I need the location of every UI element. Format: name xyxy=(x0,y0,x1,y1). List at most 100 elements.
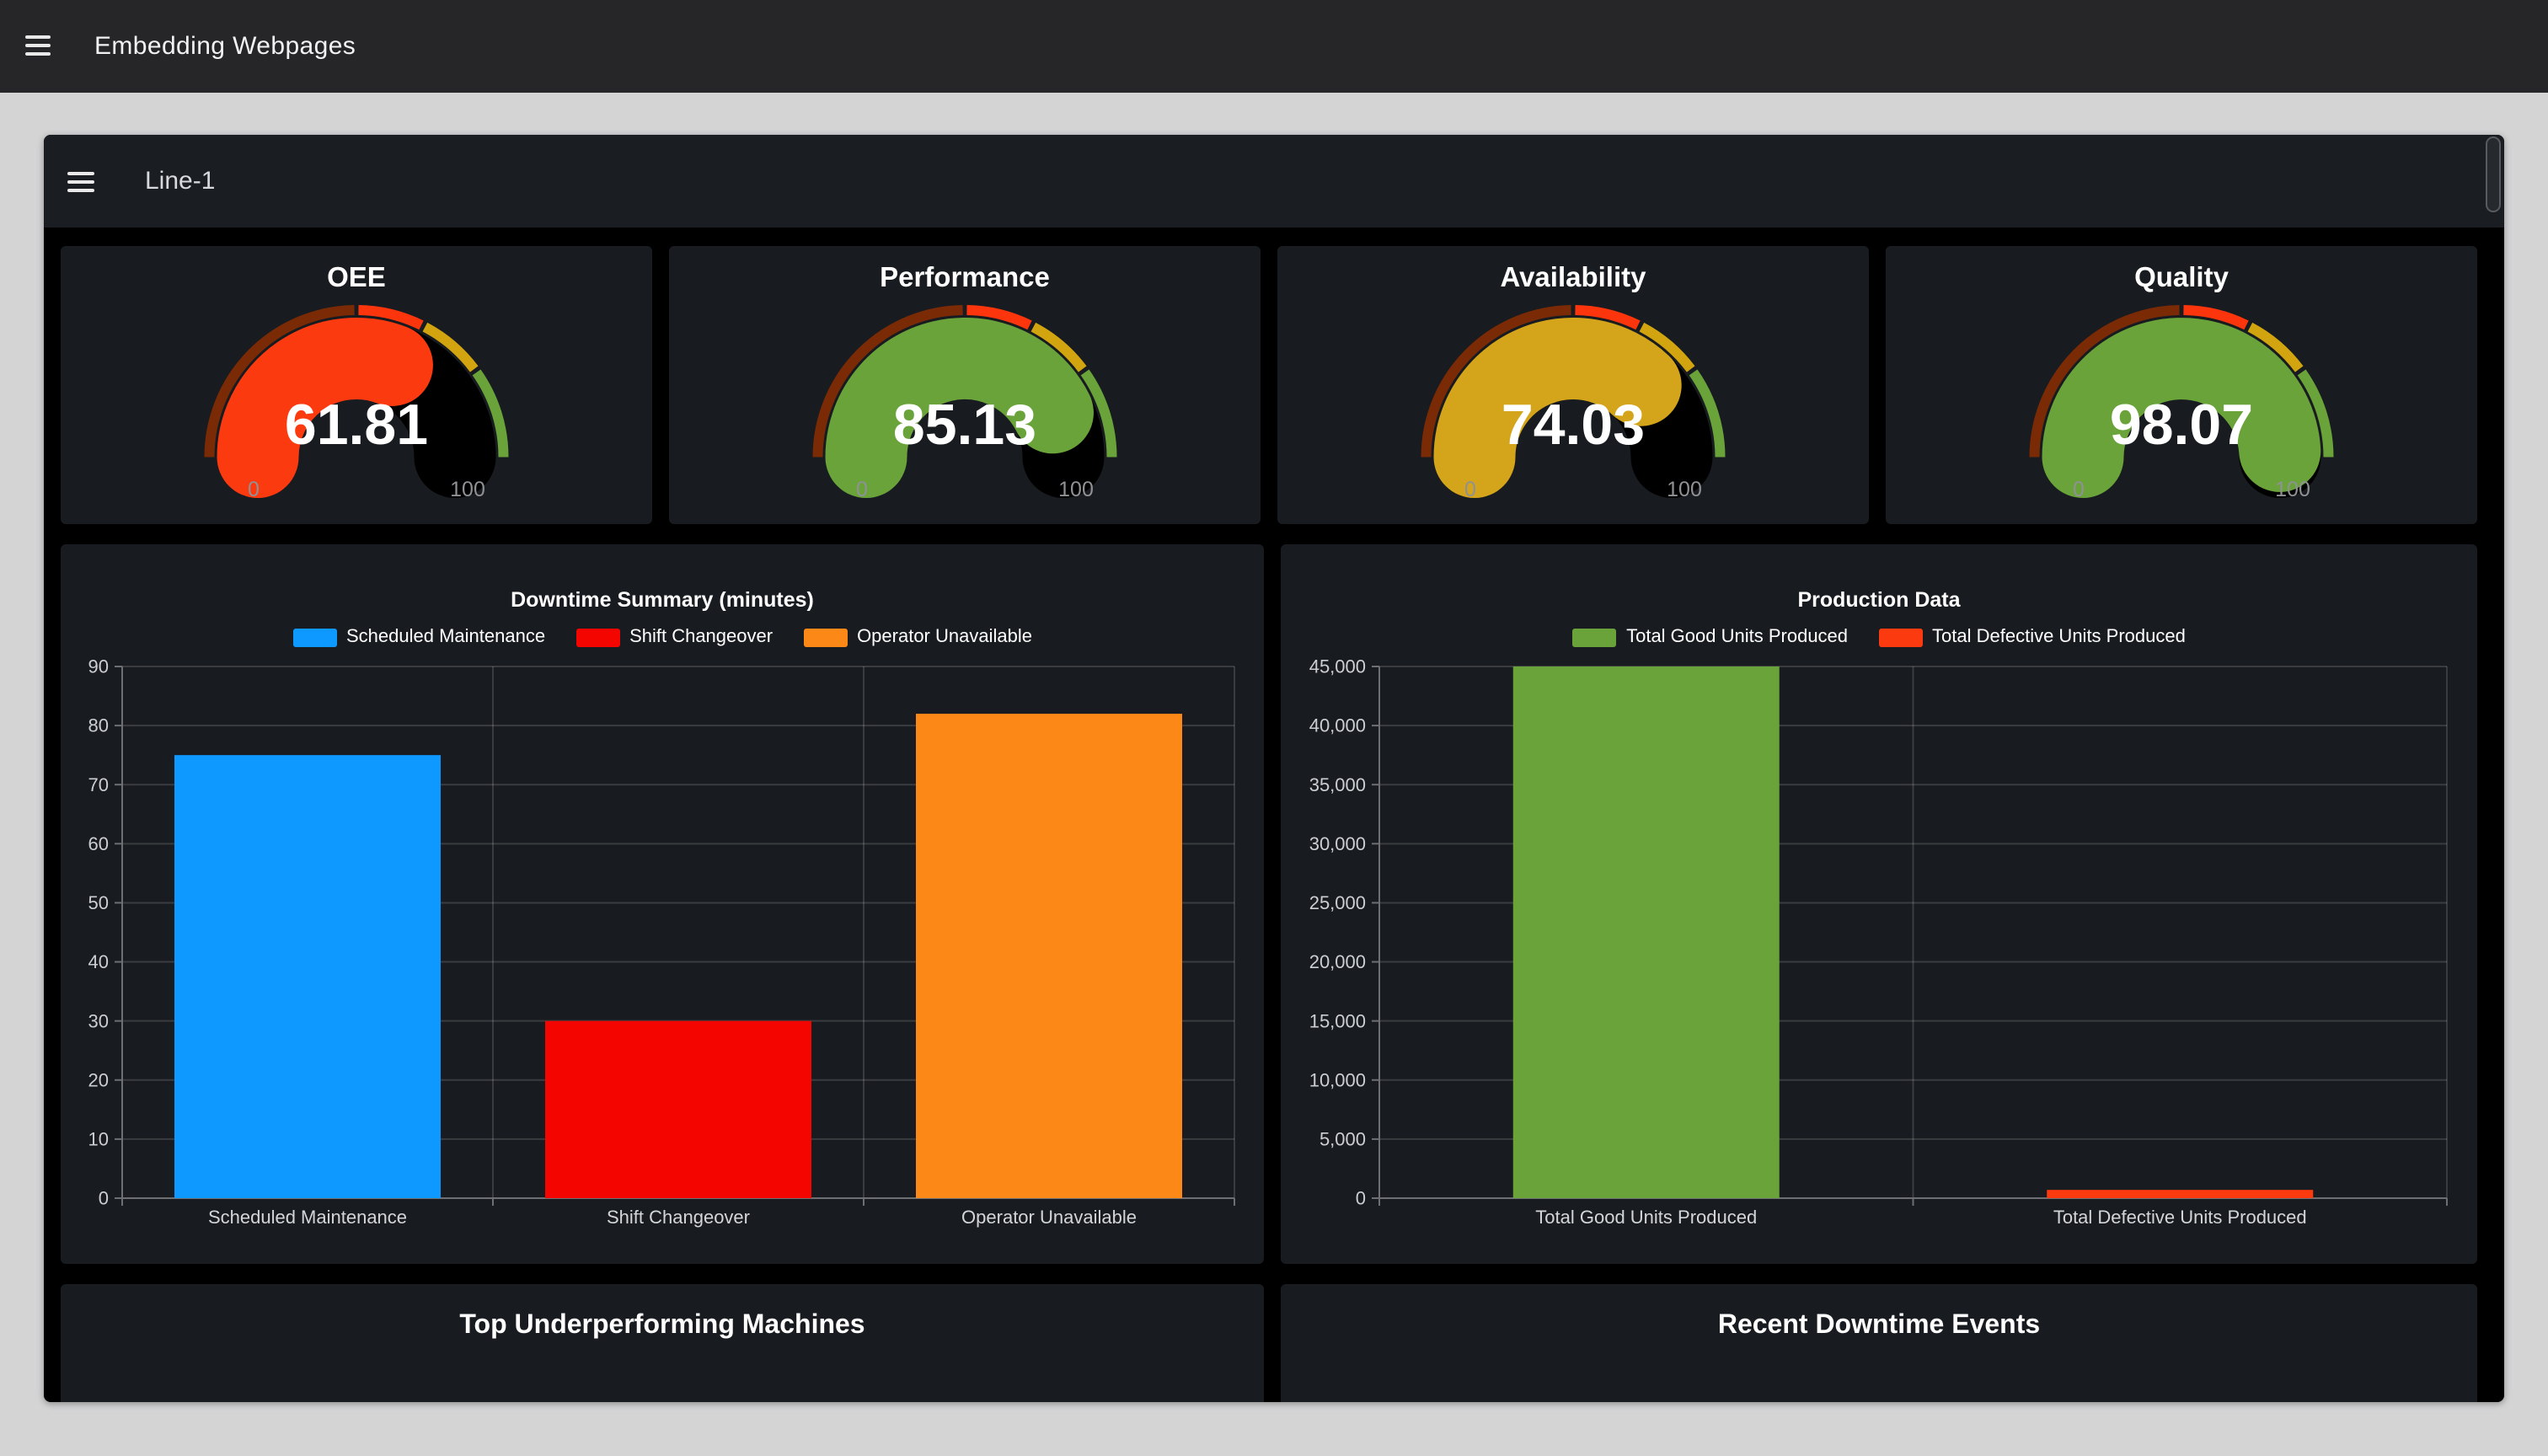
gauge-panel-quality: Quality 98.07 0 100 xyxy=(1886,246,2477,524)
gauge-chart: 85.13 0 100 xyxy=(812,305,1117,501)
gauge-panel-performance: Performance 85.13 0 100 xyxy=(669,246,1261,524)
legend-swatch xyxy=(575,628,620,646)
chart-legend: Scheduled Maintenance Shift Changeover Ope… xyxy=(61,627,1264,647)
gauge-threshold-arc xyxy=(204,305,355,458)
gauge-threshold-arc xyxy=(2183,305,2249,330)
gauge-threshold-arc xyxy=(1639,322,1695,372)
category-label: Scheduled Maintenance xyxy=(208,1207,407,1228)
gauge-value-arc xyxy=(1433,318,1682,498)
chart-panel-downtime: Downtime Summary (minutes) Scheduled Main… xyxy=(61,544,1264,1264)
bar-scheduled-maintenance xyxy=(174,755,441,1198)
gauge-threshold-arc xyxy=(358,305,424,330)
gauge-threshold-arc xyxy=(1080,369,1117,458)
category-label: Total Defective Units Produced xyxy=(2053,1207,2307,1228)
scrollbar-thumb[interactable] xyxy=(2486,136,2501,212)
gauge-value: 74.03 xyxy=(1502,393,1645,457)
gauge-chart: 98.07 0 100 xyxy=(2029,305,2334,501)
gauge-threshold-arc xyxy=(2297,369,2334,458)
legend-swatch xyxy=(1572,628,1617,646)
bar-operator-unavailable xyxy=(916,714,1182,1198)
chart-legend: Total Good Units Produced Total Defective… xyxy=(1281,627,2477,647)
gauge-threshold-arc xyxy=(1421,305,1571,458)
dashboard-hamburger-menu-icon[interactable] xyxy=(67,172,94,192)
panel-recent-downtime-events: Recent Downtime Events xyxy=(1281,1284,2477,1402)
gauge-threshold-arc xyxy=(2247,322,2304,372)
gauge-value: 85.13 xyxy=(893,393,1036,457)
y-tick-label: 25,000 xyxy=(1309,892,1366,913)
vertical-scrollbar[interactable] xyxy=(2477,135,2504,1402)
y-tick-label: 40,000 xyxy=(1309,715,1366,736)
gauge-chart: 74.03 0 100 xyxy=(1421,305,1726,501)
y-tick-label: 60 xyxy=(88,833,109,854)
legend-label: Operator Unavailable xyxy=(857,627,1032,647)
gauge-threshold-arc xyxy=(472,369,509,458)
gauge-value-arc xyxy=(217,318,433,498)
gauge-threshold-arc xyxy=(966,305,1032,330)
gauge-threshold-arc xyxy=(812,305,963,458)
gauge-max-label: 100 xyxy=(1058,478,1094,501)
gauge-threshold-arc xyxy=(1030,322,1087,372)
legend-label: Scheduled Maintenance xyxy=(346,627,546,647)
gauge-min-label: 0 xyxy=(2073,478,2085,501)
chart-title: Production Data xyxy=(1797,588,1961,612)
dashboard-title: Line-1 xyxy=(145,167,216,195)
legend-item[interactable]: Shift Changeover xyxy=(575,627,773,647)
legend-item[interactable]: Total Defective Units Produced xyxy=(1878,627,2186,647)
chart-panel-production: Production Data Total Good Units Produced… xyxy=(1281,544,2477,1264)
dashboard-header: Line-1 xyxy=(44,135,2504,228)
legend-item[interactable]: Total Good Units Produced xyxy=(1572,627,1848,647)
y-tick-label: 5,000 xyxy=(1320,1128,1366,1149)
gauge-max-label: 100 xyxy=(450,478,485,501)
legend-swatch xyxy=(292,628,336,646)
gauge-threshold-arc xyxy=(1689,369,1726,458)
legend-swatch xyxy=(803,628,848,646)
y-tick-label: 15,000 xyxy=(1309,1010,1366,1031)
gauge-max-label: 100 xyxy=(1667,478,1702,501)
legend-label: Shift Changeover xyxy=(629,627,774,647)
y-tick-label: 35,000 xyxy=(1309,774,1366,795)
gauge-value-arc xyxy=(2042,318,2321,498)
bar-total-good-units-produced xyxy=(1512,666,1780,1198)
y-tick-label: 10 xyxy=(88,1128,109,1149)
gauge-threshold-arc xyxy=(422,322,479,372)
category-label: Operator Unavailable xyxy=(961,1207,1137,1228)
gauge-threshold-arc xyxy=(1575,305,1641,330)
panel-top-underperforming-machines: Top Underperforming Machines xyxy=(61,1284,1264,1402)
y-tick-label: 70 xyxy=(88,774,109,795)
gauge-panel-oee: OEE 61.81 0 100 xyxy=(61,246,652,524)
y-tick-label: 20 xyxy=(88,1069,109,1090)
y-tick-label: 90 xyxy=(88,656,109,677)
legend-item[interactable]: Operator Unavailable xyxy=(803,627,1032,647)
gauge-threshold-arc xyxy=(2029,305,2180,458)
embedded-dashboard-frame: Line-1 OEE 61.81 0 100 Performance 85.13 0 100 A… xyxy=(44,135,2504,1402)
gauge-value-arc xyxy=(825,318,1094,498)
y-tick-label: 0 xyxy=(1356,1188,1366,1209)
app-top-bar: Embedding Webpages xyxy=(0,0,2548,93)
y-tick-label: 20,000 xyxy=(1309,951,1366,972)
y-tick-label: 30 xyxy=(88,1010,109,1031)
y-tick-label: 45,000 xyxy=(1309,656,1366,677)
legend-label: Total Good Units Produced xyxy=(1626,627,1849,647)
category-label: Total Good Units Produced xyxy=(1535,1207,1757,1228)
bar-plot: 0 10 20 30 40 50 60 70 80 90 Scheduled Maintenance… xyxy=(88,656,1235,1228)
gauge-min-label: 0 xyxy=(1464,478,1476,501)
gauge-value: 98.07 xyxy=(2110,393,2253,457)
gauge-min-label: 0 xyxy=(856,478,868,501)
category-label: Shift Changeover xyxy=(607,1207,750,1228)
hamburger-menu-icon[interactable] xyxy=(25,35,51,56)
y-tick-label: 30,000 xyxy=(1309,833,1366,854)
y-tick-label: 50 xyxy=(88,892,109,913)
y-tick-label: 0 xyxy=(99,1188,109,1209)
panel-title: Recent Downtime Events xyxy=(1717,1311,2041,1340)
bar-total-defective-units-produced xyxy=(2047,1190,2314,1198)
gauge-title: OEE xyxy=(327,263,386,293)
gauge-title: Performance xyxy=(880,263,1050,293)
gauge-min-label: 0 xyxy=(248,478,260,501)
bar-plot: 0 5,000 10,000 15,000 20,000 25,000 30,000 35,0… xyxy=(1309,656,2448,1228)
y-tick-label: 10,000 xyxy=(1309,1069,1366,1090)
app-title: Embedding Webpages xyxy=(94,32,356,61)
legend-item[interactable]: Scheduled Maintenance xyxy=(292,627,545,647)
panel-title: Top Underperforming Machines xyxy=(459,1311,865,1340)
bar-shift-changeover xyxy=(545,1020,811,1198)
legend-label: Total Defective Units Produced xyxy=(1932,627,2186,647)
